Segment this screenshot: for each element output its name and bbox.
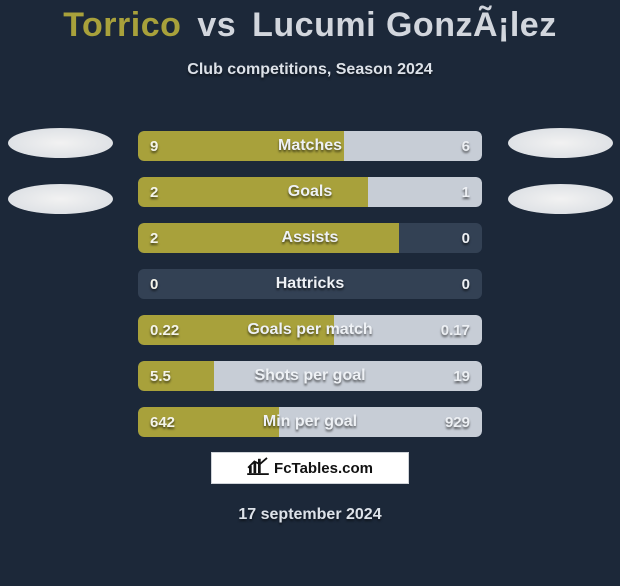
player1-avatar xyxy=(8,184,113,214)
stat-label: Min per goal xyxy=(138,407,482,437)
chart-icon xyxy=(247,457,269,480)
player2-avatar xyxy=(508,184,613,214)
player2-avatar-stack xyxy=(500,128,620,214)
stat-row: 00Hattricks xyxy=(138,269,482,299)
snapshot-date: 17 september 2024 xyxy=(0,506,620,524)
stat-label: Assists xyxy=(138,223,482,253)
player1-name: Torrico xyxy=(63,6,181,44)
comparison-title: Torrico vs Lucumi GonzÃ¡lez xyxy=(0,6,620,45)
stat-label: Goals xyxy=(138,177,482,207)
stat-row: 21Goals xyxy=(138,177,482,207)
player2-avatar xyxy=(508,128,613,158)
stat-row: 0.220.17Goals per match xyxy=(138,315,482,345)
player1-avatar xyxy=(8,128,113,158)
stat-row: 5.519Shots per goal xyxy=(138,361,482,391)
stat-label: Hattricks xyxy=(138,269,482,299)
stat-label: Goals per match xyxy=(138,315,482,345)
player1-avatar-stack xyxy=(0,128,120,214)
subtitle: Club competitions, Season 2024 xyxy=(0,61,620,79)
vs-separator: vs xyxy=(197,6,236,44)
stat-label: Matches xyxy=(138,131,482,161)
stats-bars: 96Matches 21Goals 20Assists 00Hattricks 0.22… xyxy=(138,131,482,437)
stat-label: Shots per goal xyxy=(138,361,482,391)
stat-row: 96Matches xyxy=(138,131,482,161)
stat-row: 642929Min per goal xyxy=(138,407,482,437)
stat-row: 20Assists xyxy=(138,223,482,253)
player2-name: Lucumi GonzÃ¡lez xyxy=(252,6,557,44)
brand-badge: FcTables.com xyxy=(211,452,409,484)
brand-text: FcTables.com xyxy=(274,460,373,477)
